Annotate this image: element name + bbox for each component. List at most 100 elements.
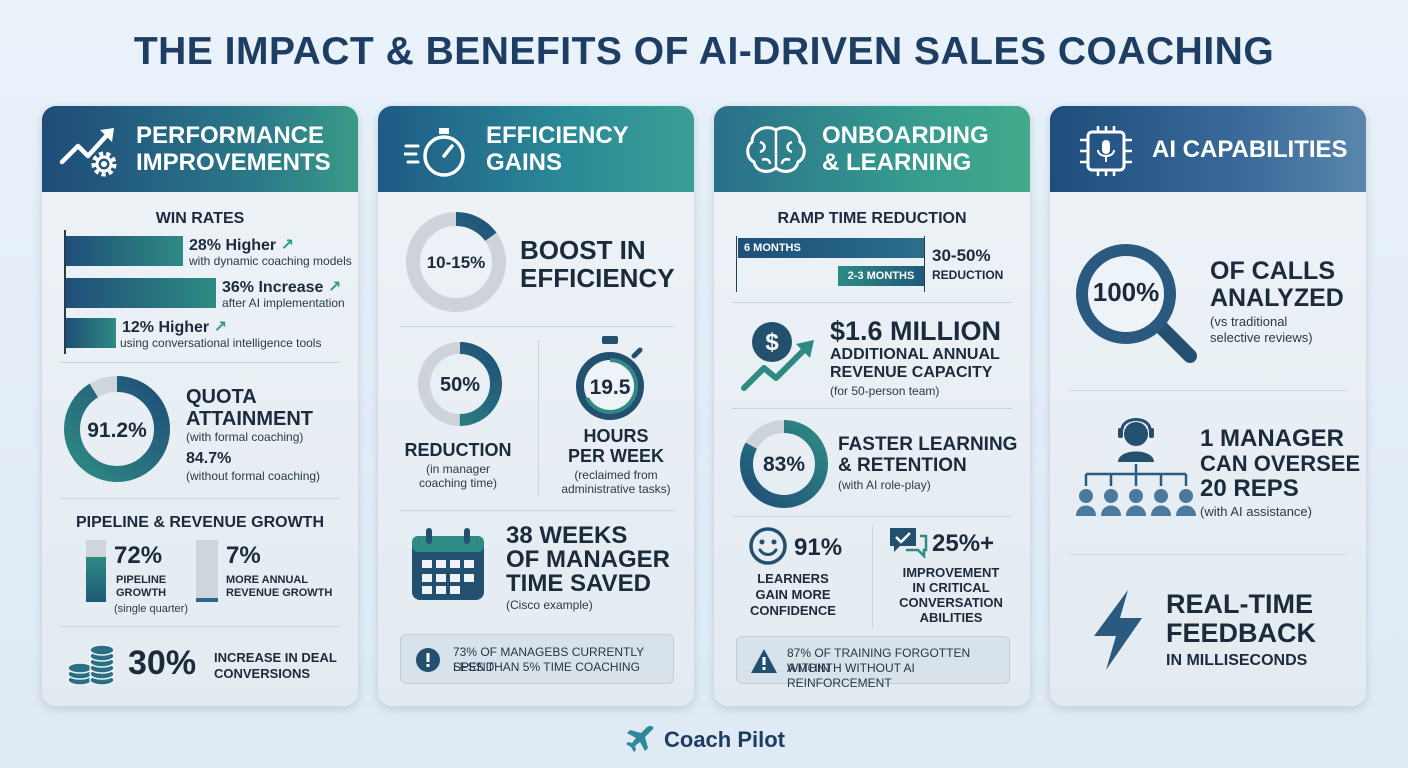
feedback-line1: REAL-TIME	[1166, 589, 1313, 619]
brand-name: Coach Pilot	[664, 727, 786, 752]
confidence-line1: LEARNERS	[757, 571, 829, 586]
ring-arc	[418, 342, 502, 426]
performance-header-line2: IMPROVEMENTS	[136, 149, 331, 176]
revenue-label-line2: REVENUE GROWTH	[226, 587, 333, 599]
performance-header: PERFORMANCE IMPROVEMENTS	[42, 106, 358, 192]
improvement-value: 25%+	[932, 530, 995, 557]
efficiency-boost-value: 10-15%	[426, 253, 486, 272]
chat-check-icon	[890, 528, 928, 560]
growth-gear-icon	[59, 128, 117, 177]
revenue-label-line1: MORE ANNUAL	[226, 574, 309, 586]
weeks-line1: 38 WEEKS	[506, 522, 628, 549]
lightning-icon	[1094, 590, 1142, 670]
reduction-note-line2: coaching time)	[418, 476, 498, 490]
efficiency-header-line2: GAINS	[486, 149, 563, 176]
hours-label-line1: HOURS	[583, 426, 649, 446]
ai-header-title: AI CAPABILITIES	[1152, 136, 1348, 163]
ramp-bar-after: 2-3 MONTHS	[838, 266, 924, 286]
airplane-logo-icon	[626, 725, 654, 752]
efficiency-header-line1: EFFICIENCY	[486, 122, 629, 149]
brain-icon	[746, 126, 806, 173]
pipeline-label-line2: GROWTH	[116, 587, 167, 599]
conversions-value: 30%	[128, 644, 197, 682]
pipeline-note: (single quarter)	[114, 603, 188, 615]
weeks-line3: TIME SAVED	[506, 570, 651, 597]
confidence-value: 91%	[794, 534, 843, 561]
revenue-capacity-line2: REVENUE CAPACITY	[830, 364, 993, 381]
learning-line2: & RETENTION	[838, 455, 967, 476]
trend-up-icon: ↗	[323, 279, 342, 296]
performance-header-line1: PERFORMANCE	[136, 122, 325, 149]
hours-value: 19.5	[589, 376, 631, 399]
win-rate-bar	[66, 318, 116, 348]
ring-arc	[406, 212, 506, 312]
weeks-line2: OF MANAGER	[506, 546, 670, 573]
manager-note: (with AI assistance)	[1200, 504, 1312, 519]
efficiency-boost-ring	[406, 212, 506, 312]
onboarding-alert: 87% OF TRAINING FORGOTTEN WITHIN A MONTH…	[736, 636, 1010, 690]
weeks-note: (Cisco example)	[506, 598, 593, 612]
dollar-growth-icon: $	[741, 322, 814, 391]
warning-icon	[751, 649, 777, 673]
efficiency-alert: 73% OF MANAGEBS CURRENTLY SPEND LESS THA…	[400, 634, 674, 684]
conversions-label-line2: CONVERSIONS	[214, 666, 311, 681]
win-rate-desc: using conversational intelligence tools	[120, 336, 322, 350]
quota-alt-text: (without formal coaching)	[186, 469, 321, 483]
efficiency-header: EFFICIENCY GAINS	[378, 106, 694, 192]
quota-ring	[64, 376, 170, 482]
timer-icon	[576, 336, 644, 420]
ai-chip-icon	[1080, 126, 1132, 176]
improvement-line2: IN CRITICAL	[912, 580, 990, 595]
trend-up-icon: ↗	[209, 319, 227, 336]
onboarding-header: ONBOARDING & LEARNING	[714, 106, 1030, 192]
improvement-line1: IMPROVEMENT	[902, 565, 1000, 580]
win-rate-value: 36% Increase ↗	[222, 279, 342, 296]
win-rates-axis	[64, 230, 66, 354]
stopwatch-icon	[404, 128, 465, 177]
calls-value: 100%	[1092, 277, 1160, 307]
conversions-label-line1: INCREASE IN DEAL	[214, 650, 337, 665]
revenue-capacity-note: (for 50-person team)	[830, 384, 940, 398]
hours-label-line2: PER WEEK	[567, 446, 664, 466]
learning-note: (with AI role-play)	[838, 478, 931, 492]
quota-heading-line2: ATTAINMENT	[186, 408, 314, 430]
calls-line2: ANALYZED	[1210, 284, 1344, 312]
efficiency-card: EFFICIENCY GAINS 10-15% BOOST IN EFFICIE…	[378, 106, 694, 706]
pipeline-value: 72%	[114, 542, 163, 569]
calls-note-line2: selective reviews)	[1210, 330, 1313, 345]
manager-line3: 20 REPS	[1200, 475, 1299, 502]
ramp-bar-before: 6 MONTHS	[738, 238, 924, 258]
pipeline-growth-bar	[86, 540, 106, 602]
confidence-line2: GAIN MORE	[755, 587, 831, 602]
magnifier-icon	[1076, 244, 1197, 363]
team-hierarchy-icon	[1076, 418, 1196, 516]
page-title: THE IMPACT & BENEFITS OF AI-DRIVEN SALES…	[133, 30, 1275, 73]
win-rate-desc: with dynamic coaching models	[189, 254, 352, 268]
hours-note-line1: (reclaimed from	[574, 468, 658, 482]
efficiency-boost-line2: EFFICIENCY	[520, 263, 675, 293]
calls-line1: OF CALLS	[1210, 257, 1335, 285]
ai-card: AI CAPABILITIES 100% OF CALLS ANALYZED (…	[1050, 106, 1366, 706]
win-rate-value: 28% Higher ↗	[189, 237, 294, 254]
onboarding-alert-line2: A MONTH WITHOUT AI REINFORCEMENT	[787, 661, 915, 690]
win-rates-heading: WIN RATES	[155, 210, 245, 227]
ring-arc	[740, 420, 828, 508]
efficiency-alert-line2: LESS THAN 5% TIME COACHING	[453, 660, 640, 674]
learning-value: 83%	[762, 453, 806, 476]
hours-note-line2: administrative tasks)	[561, 482, 671, 496]
revenue-growth-bar	[196, 540, 218, 602]
ai-header: AI CAPABILITIES	[1050, 106, 1366, 192]
win-rate-value: 12% Higher ↗	[122, 319, 227, 336]
revenue-capacity-line1: ADDITIONAL ANNUAL	[830, 346, 1000, 363]
win-rate-desc: after AI implementation	[222, 296, 345, 310]
performance-card: PERFORMANCE IMPROVEMENTS WIN RATES 28% H…	[42, 106, 358, 706]
calendar-icon	[412, 528, 484, 600]
manager-line2: CAN OVERSEE	[1200, 451, 1361, 476]
efficiency-alert-line1: 73% OF MANAGEBS CURRENTLY SPEND	[453, 645, 644, 674]
ramp-heading: RAMP TIME REDUCTION	[777, 210, 967, 227]
onboarding-header-line2: & LEARNING	[822, 149, 972, 176]
pipeline-label-line1: PIPELINE	[116, 574, 167, 586]
smiley-icon	[749, 527, 787, 565]
reduction-label: REDUCTION	[404, 440, 512, 460]
improvement-line3: CONVERSATION	[899, 595, 1003, 610]
